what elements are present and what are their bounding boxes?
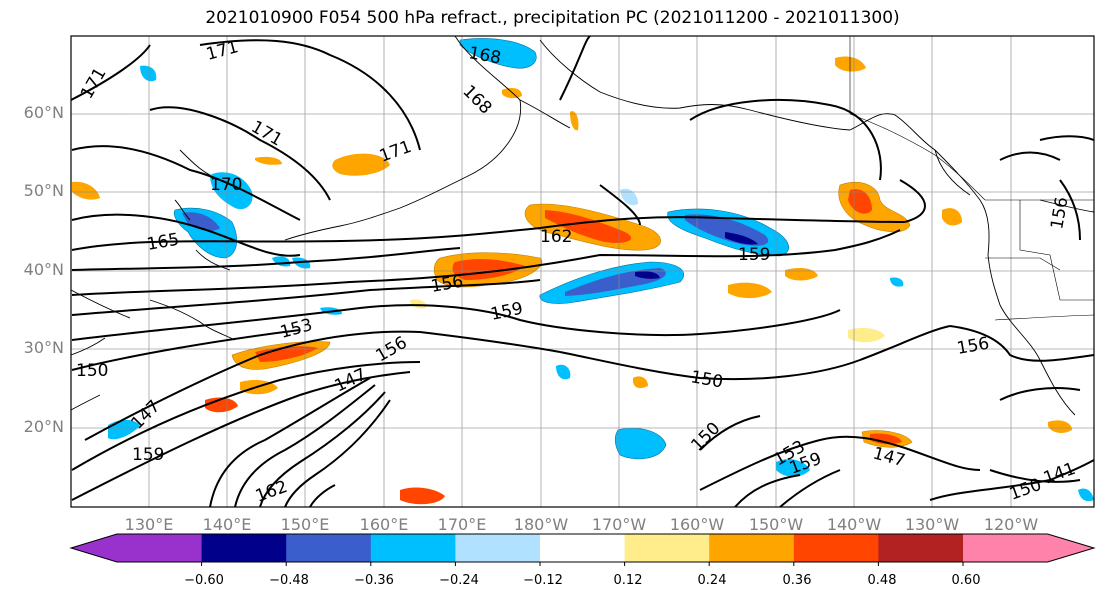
lon-label-120w: 120°W bbox=[983, 515, 1039, 534]
colorbar-tick-label: 0.48 bbox=[867, 573, 897, 588]
map-title: 2021010900 F054 500 hPa refract., precip… bbox=[205, 8, 900, 28]
plot-frame bbox=[70, 35, 1095, 508]
colorbar-outline bbox=[69, 533, 1096, 563]
colorbar-tick-label: −0.12 bbox=[523, 573, 563, 588]
colorbar-extend-low bbox=[71, 534, 117, 562]
negative-anomaly-patches bbox=[108, 38, 1094, 502]
colorbar bbox=[69, 533, 1096, 566]
colorbar-segment bbox=[963, 534, 1049, 562]
colorbar-segment bbox=[286, 534, 372, 562]
colorbar-segment bbox=[370, 534, 456, 562]
colorbar-segment bbox=[624, 534, 710, 562]
lon-label-130e: 130°E bbox=[124, 515, 174, 534]
lat-label-50n: 50°N bbox=[23, 181, 64, 200]
colorbar-tick-label: 0.12 bbox=[613, 573, 643, 588]
colorbar-tick-label: 0.36 bbox=[782, 573, 812, 588]
lat-label-40n: 40°N bbox=[23, 260, 64, 279]
contour-label: 162 bbox=[540, 227, 572, 247]
lon-label-170w: 170°W bbox=[591, 515, 647, 534]
contour-label: 150 bbox=[76, 361, 108, 381]
colorbar-tick-label: −0.24 bbox=[439, 573, 479, 588]
colorbar-tick-label: −0.48 bbox=[269, 573, 309, 588]
positive-anomaly-patches bbox=[72, 56, 1072, 505]
lon-label-150w: 150°W bbox=[748, 515, 804, 534]
contour-label: 170 bbox=[210, 175, 242, 195]
lat-label-20n: 20°N bbox=[23, 417, 64, 436]
contour-label: 159 bbox=[132, 445, 164, 465]
colorbar-extend-high bbox=[1047, 534, 1094, 562]
lon-label-140e: 140°E bbox=[202, 515, 252, 534]
refractivity-contours bbox=[71, 36, 1094, 507]
colorbar-segment bbox=[201, 534, 287, 562]
lon-label-140w: 140°W bbox=[826, 515, 882, 534]
colorbar-segment bbox=[117, 534, 203, 562]
graticule bbox=[71, 36, 1094, 507]
lat-label-30n: 30°N bbox=[23, 338, 64, 357]
lon-label-180w: 180°W bbox=[513, 515, 569, 534]
lon-label-160e: 160°E bbox=[359, 515, 409, 534]
colorbar-segment bbox=[455, 534, 541, 562]
lon-label-130w: 130°W bbox=[904, 515, 960, 534]
lon-label-170e: 170°E bbox=[437, 515, 487, 534]
borders bbox=[849, 36, 1094, 321]
plot-area bbox=[71, 36, 1094, 507]
lat-label-60n: 60°N bbox=[23, 103, 64, 122]
colorbar-segment bbox=[878, 534, 964, 562]
colorbar-tick-label: 0.60 bbox=[951, 573, 981, 588]
lon-label-160w: 160°W bbox=[669, 515, 725, 534]
colorbar-tick-label: 0.24 bbox=[697, 573, 727, 588]
lon-label-150e: 150°E bbox=[280, 515, 330, 534]
colorbar-segment bbox=[540, 534, 626, 562]
colorbar-segment bbox=[793, 534, 879, 562]
colorbar-tick-label: −0.60 bbox=[184, 573, 224, 588]
colorbar-segment bbox=[709, 534, 795, 562]
contour-label: 159 bbox=[738, 245, 770, 265]
colorbar-tick-label: −0.36 bbox=[354, 573, 394, 588]
